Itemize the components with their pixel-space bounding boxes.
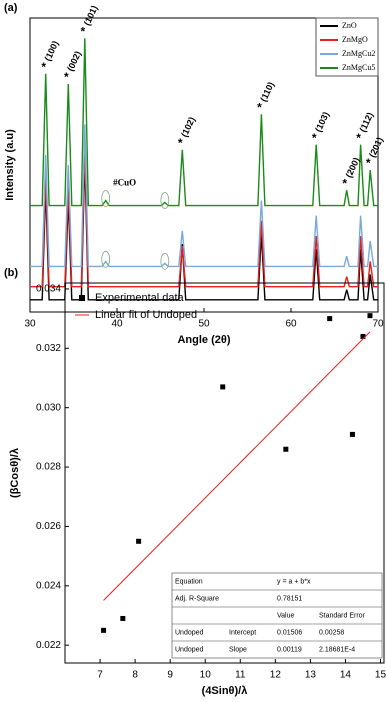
cuo-circle <box>101 190 111 207</box>
legend-label: Linear fit of Undoped <box>95 309 197 321</box>
table-cell: 0.00119 <box>277 646 302 653</box>
x-tick-label: 7 <box>97 670 103 681</box>
table-cell: Adj. R-Square <box>175 595 219 602</box>
peak-marker: * <box>342 177 347 191</box>
peak-label: (103) <box>313 110 331 133</box>
data-point <box>349 431 355 437</box>
table-cell: 0.00258 <box>319 629 344 636</box>
data-point <box>327 316 333 322</box>
peak-label: (102) <box>179 115 197 138</box>
x-axis-label: Angle (2θ) <box>177 334 230 346</box>
table-cell: Intercept <box>229 629 256 636</box>
data-point <box>136 538 142 544</box>
xrd-line <box>30 124 378 268</box>
x-tick-label: 13 <box>305 670 317 681</box>
table-cell: Equation <box>175 578 203 585</box>
y-axis-label: Intensity (a.u) <box>4 129 16 201</box>
legend-label: Experimental data <box>95 292 185 304</box>
data-point <box>101 627 107 633</box>
x-tick-label: 9 <box>167 670 173 681</box>
plot-frame <box>64 282 385 664</box>
table-cell: 0.01506 <box>277 629 302 636</box>
fit-line <box>103 331 371 601</box>
peak-label: (112) <box>358 111 376 134</box>
legend-label: ZnMgCu5 <box>342 63 375 72</box>
data-point <box>360 333 366 339</box>
peak-marker: * <box>80 24 85 38</box>
peak-marker: * <box>178 136 183 150</box>
table-header: Standard Error <box>319 612 366 619</box>
table-header: Value <box>277 612 294 619</box>
fit-table <box>171 572 383 659</box>
peak-label: (201) <box>367 136 385 159</box>
x-tick-label: 8 <box>132 670 138 681</box>
y-tick-label: 0.034 <box>36 284 61 295</box>
data-point <box>283 446 289 452</box>
x-axis-label: (4Sinθ)/λ <box>202 685 248 697</box>
peak-marker: * <box>356 131 361 145</box>
legend-label: ZnMgCu2 <box>342 49 375 58</box>
cuo-circle <box>101 250 111 268</box>
x-tick-label: 50 <box>198 319 210 330</box>
peak-marker: * <box>366 156 371 170</box>
x-tick-label: 15 <box>375 670 387 681</box>
table-cell: Slope <box>229 646 247 653</box>
peak-label: (002) <box>65 49 83 72</box>
peak-marker: * <box>64 70 69 84</box>
x-tick-label: 10 <box>200 670 212 681</box>
peak-label: (110) <box>258 80 276 103</box>
table-cell: Undoped <box>175 646 204 653</box>
peak-marker: * <box>41 60 46 74</box>
legend-label: ZnO <box>342 21 357 30</box>
y-tick-label: 0.024 <box>36 580 61 591</box>
y-tick-label: 0.026 <box>36 521 61 532</box>
cuo-circle <box>160 192 170 209</box>
cuo-circle <box>160 252 170 270</box>
x-tick-label: 11 <box>235 670 246 681</box>
table-cell: y = a + b*x <box>277 578 311 585</box>
data-point <box>120 615 126 621</box>
data-point <box>220 384 226 390</box>
peak-marker: * <box>312 131 317 145</box>
data-point <box>367 313 373 319</box>
x-tick-label: 40 <box>111 319 123 330</box>
xrd-line <box>30 38 378 207</box>
xrd-line <box>30 144 378 288</box>
legend-marker <box>79 295 85 301</box>
peak-label: (101) <box>82 4 100 27</box>
x-tick-label: 70 <box>372 319 384 330</box>
panel-label: (b) <box>4 267 18 279</box>
y-tick-label: 0.022 <box>36 640 61 651</box>
table-cell: 0.78151 <box>277 595 302 602</box>
y-tick-label: 0.032 <box>36 343 61 354</box>
y-tick-label: 0.028 <box>36 462 61 473</box>
legend-box <box>315 17 379 77</box>
x-tick-label: 30 <box>24 319 36 330</box>
peak-label: (100) <box>43 39 61 62</box>
peak-marker: * <box>257 100 262 114</box>
legend-label: ZnMgO <box>342 35 368 44</box>
y-tick-label: 0.030 <box>36 402 61 413</box>
table-cell: Undoped <box>175 629 204 636</box>
table-cell: 2.18681E-4 <box>319 646 355 653</box>
x-tick-label: 12 <box>270 670 282 681</box>
y-axis-label: (βCosθ)/λ <box>9 448 21 498</box>
x-tick-label: 60 <box>285 319 297 330</box>
panel-label: (a) <box>4 2 18 14</box>
cuo-label: #CuO <box>113 178 136 188</box>
x-tick-label: 14 <box>340 670 352 681</box>
